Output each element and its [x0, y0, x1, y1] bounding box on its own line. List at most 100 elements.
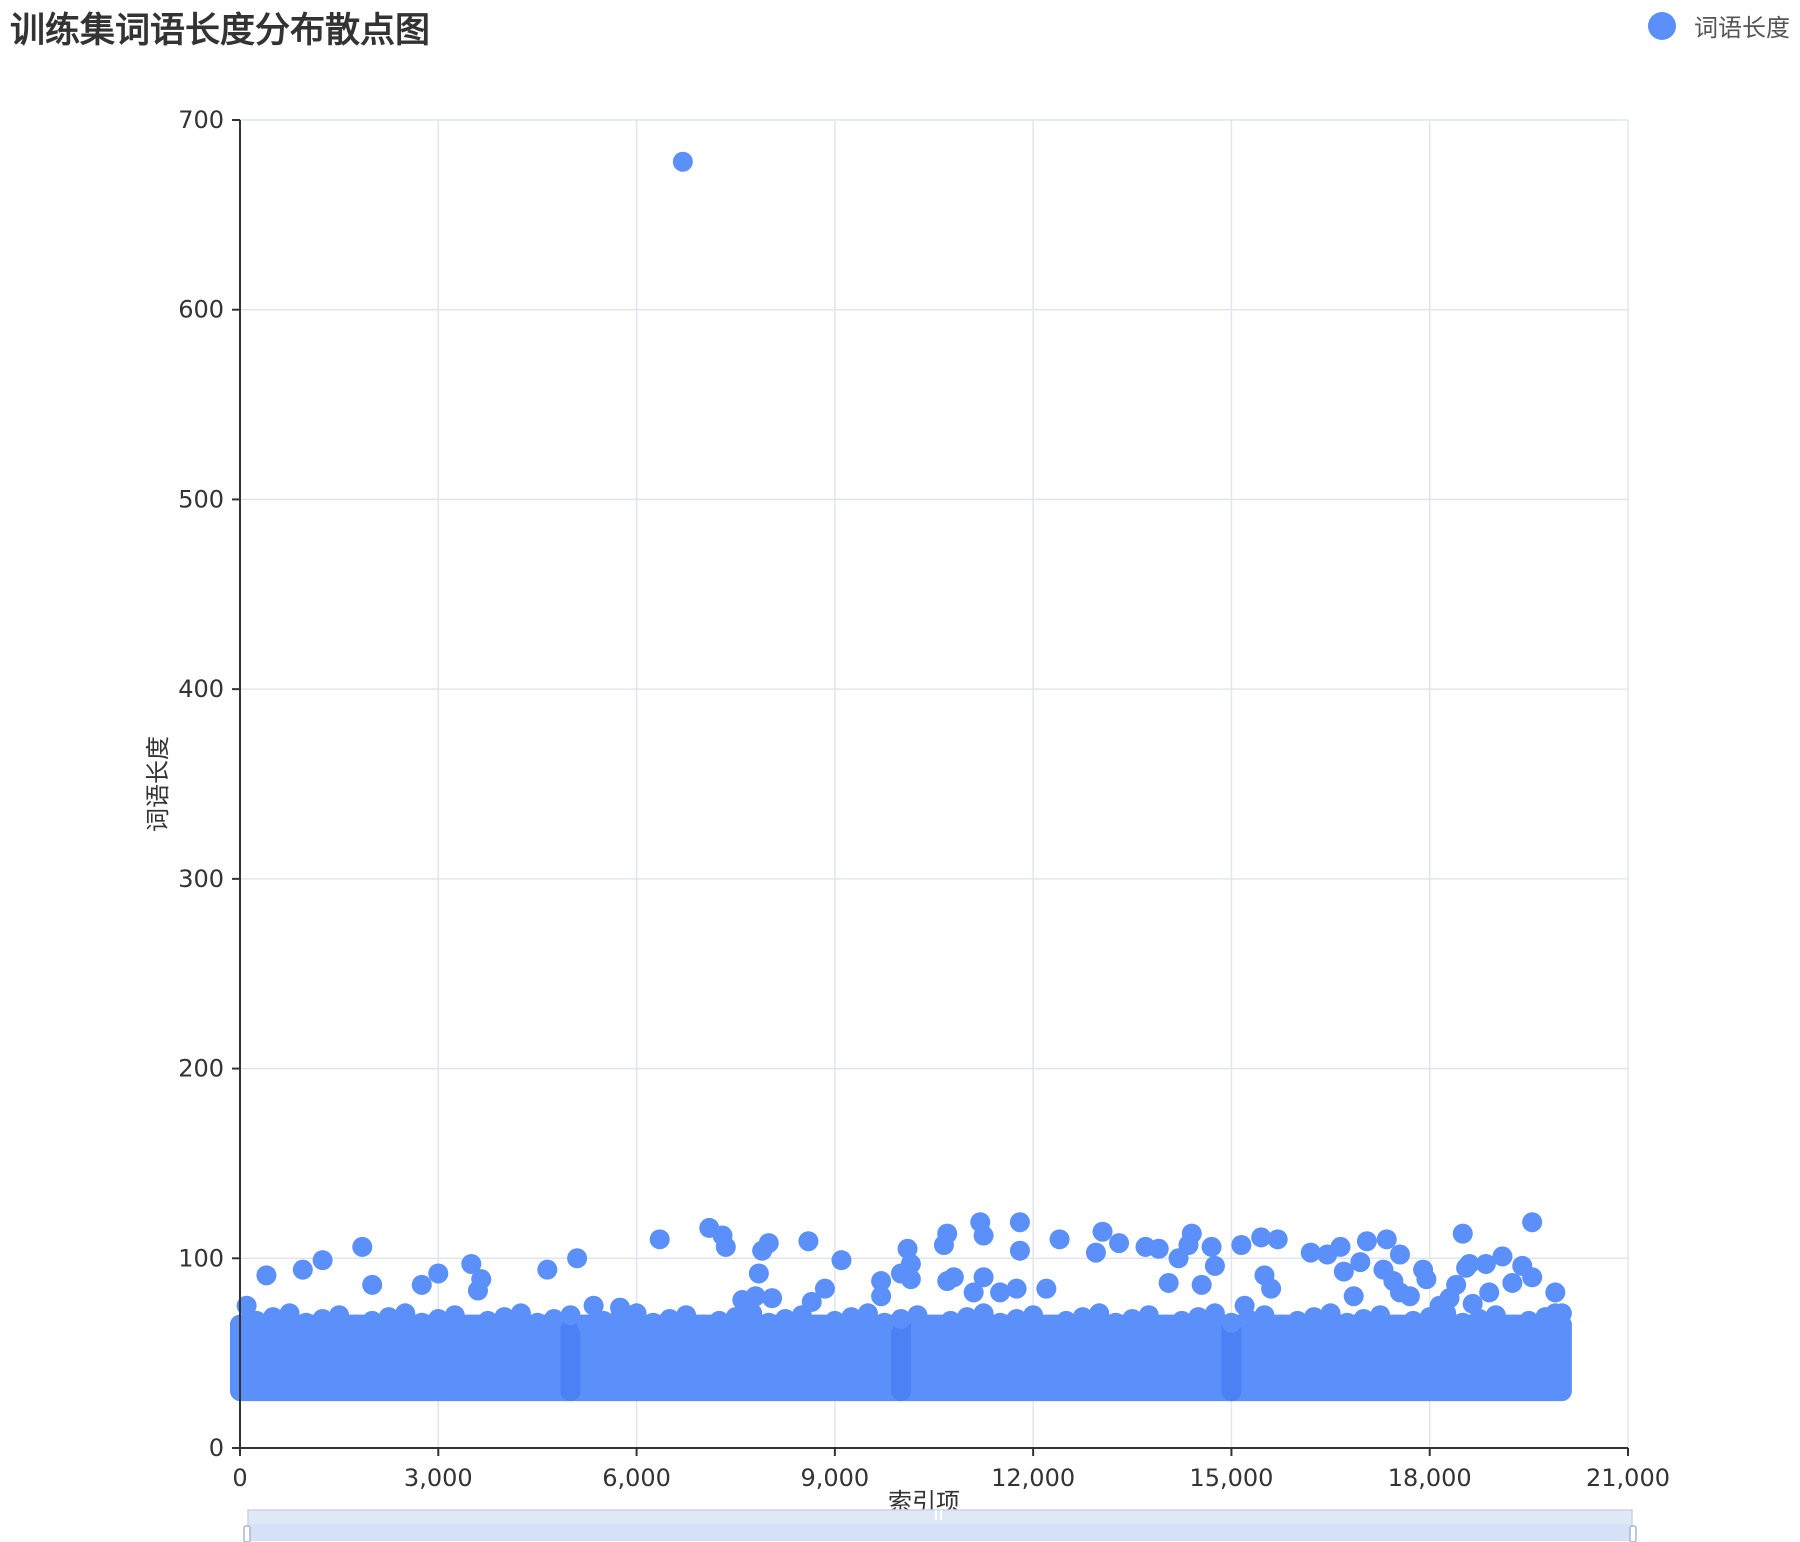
- data-point: [1231, 1235, 1252, 1256]
- data-zoom-slider[interactable]: [243, 1509, 1637, 1542]
- data-point: [801, 1291, 822, 1312]
- band-edge-point: [1353, 1308, 1374, 1329]
- y-tick-label: 200: [178, 1055, 224, 1083]
- band-edge-point: [362, 1310, 383, 1331]
- band-edge-point: [643, 1312, 664, 1333]
- band-edge-point: [329, 1305, 350, 1326]
- y-tick-label: 600: [178, 296, 224, 324]
- band-edge-point: [775, 1308, 796, 1329]
- legend[interactable]: 词语长度: [1648, 8, 1790, 43]
- legend-label: 词语长度: [1694, 14, 1790, 42]
- data-point: [256, 1265, 277, 1286]
- data-point: [352, 1236, 373, 1257]
- band-edge-point: [510, 1303, 531, 1324]
- band-edge-point: [924, 1314, 944, 1335]
- band-edge-point: [1105, 1312, 1126, 1333]
- data-point: [362, 1274, 383, 1295]
- tick-labels: 0 3,000 6,000 9,000 12,000 15,000 18,000 21,000…: [178, 106, 1670, 1492]
- data-point: [871, 1286, 892, 1307]
- data-point: [1251, 1227, 1272, 1248]
- data-point: [943, 1267, 964, 1288]
- data-point: [973, 1225, 994, 1246]
- data-point: [1479, 1282, 1500, 1303]
- band-edge-point: [461, 1314, 482, 1335]
- y-tick-label: 100: [178, 1244, 224, 1272]
- data-point: [1399, 1286, 1420, 1307]
- data-point: [897, 1238, 918, 1259]
- band-edge-point: [1056, 1310, 1077, 1331]
- band-edge-point: [246, 1310, 267, 1331]
- data-point: [411, 1274, 432, 1295]
- data-point: [1475, 1253, 1496, 1274]
- chart-title: 训练集词语长度分布散点图: [10, 11, 431, 51]
- data-point: [1204, 1255, 1225, 1276]
- data-point: [1148, 1238, 1169, 1259]
- data-point: [1181, 1223, 1202, 1244]
- data-point: [900, 1269, 921, 1290]
- y-tick-label: 0: [209, 1434, 224, 1462]
- data-point: [1085, 1242, 1106, 1263]
- data-point: [1330, 1236, 1351, 1257]
- band-edge-point: [543, 1308, 564, 1329]
- band-edge-point: [1138, 1305, 1159, 1326]
- band-edge-point: [444, 1305, 465, 1326]
- data-point: [1356, 1231, 1377, 1252]
- data-point: [428, 1263, 449, 1284]
- band-edge-point: [1254, 1305, 1275, 1326]
- y-axis-label: 词语长度: [144, 736, 172, 832]
- band-edge-point: [1204, 1303, 1225, 1324]
- band-edge-point: [1155, 1314, 1176, 1335]
- band-edge-point: [1403, 1310, 1424, 1331]
- data-point: [831, 1250, 852, 1271]
- data-point: [748, 1263, 769, 1284]
- data-point: [990, 1282, 1011, 1303]
- data-points: [236, 151, 1566, 1324]
- data-point: [312, 1250, 333, 1271]
- data-point: [537, 1259, 558, 1280]
- band-edge-point: [857, 1303, 878, 1324]
- data-point: [814, 1278, 835, 1299]
- band-edge-point: [345, 1314, 366, 1335]
- data-point: [610, 1297, 631, 1318]
- data-point: [745, 1286, 766, 1307]
- data-point: [649, 1229, 670, 1250]
- band-edge-point: [1089, 1303, 1110, 1324]
- band-edge-point: [957, 1307, 978, 1328]
- dense-point-column: [890, 1314, 911, 1402]
- band-edge-point: [907, 1305, 928, 1326]
- data-point: [1049, 1229, 1070, 1250]
- data-point: [471, 1269, 492, 1290]
- x-tick-label: 15,000: [1189, 1464, 1273, 1492]
- data-point: [1191, 1274, 1212, 1295]
- data-point: [973, 1267, 994, 1288]
- data-point: [1350, 1252, 1371, 1273]
- dense-point-column: [1221, 1314, 1242, 1402]
- data-point: [461, 1253, 482, 1274]
- data-point: [1389, 1244, 1410, 1265]
- band-edge-point: [1039, 1314, 1060, 1335]
- band-edge-point: [1188, 1307, 1209, 1328]
- data-point: [672, 151, 693, 172]
- y-tick-label: 700: [178, 106, 224, 134]
- band-edge-point: [890, 1308, 911, 1329]
- band-edge-point: [940, 1310, 961, 1331]
- data-point: [1446, 1274, 1467, 1295]
- data-point: [1092, 1221, 1113, 1242]
- band-edge-point: [1485, 1305, 1506, 1326]
- data-point: [1036, 1278, 1057, 1299]
- band-edge-point: [1386, 1314, 1407, 1335]
- band-edge-point: [758, 1312, 779, 1333]
- band-edge-point: [279, 1303, 300, 1324]
- data-point: [1545, 1303, 1566, 1324]
- zoom-handle-right: [1629, 1525, 1637, 1542]
- band-edge-point: [824, 1310, 845, 1331]
- data-point: [1006, 1278, 1027, 1299]
- band-edge-point: [477, 1310, 498, 1331]
- band-edge-point: [709, 1310, 730, 1331]
- band-edge-point: [841, 1307, 862, 1328]
- x-tick-label: 18,000: [1388, 1464, 1472, 1492]
- y-tick-label: 400: [178, 675, 224, 703]
- band-edge-point: [1006, 1308, 1027, 1329]
- band-edge-point: [659, 1308, 680, 1329]
- data-point: [1376, 1229, 1397, 1250]
